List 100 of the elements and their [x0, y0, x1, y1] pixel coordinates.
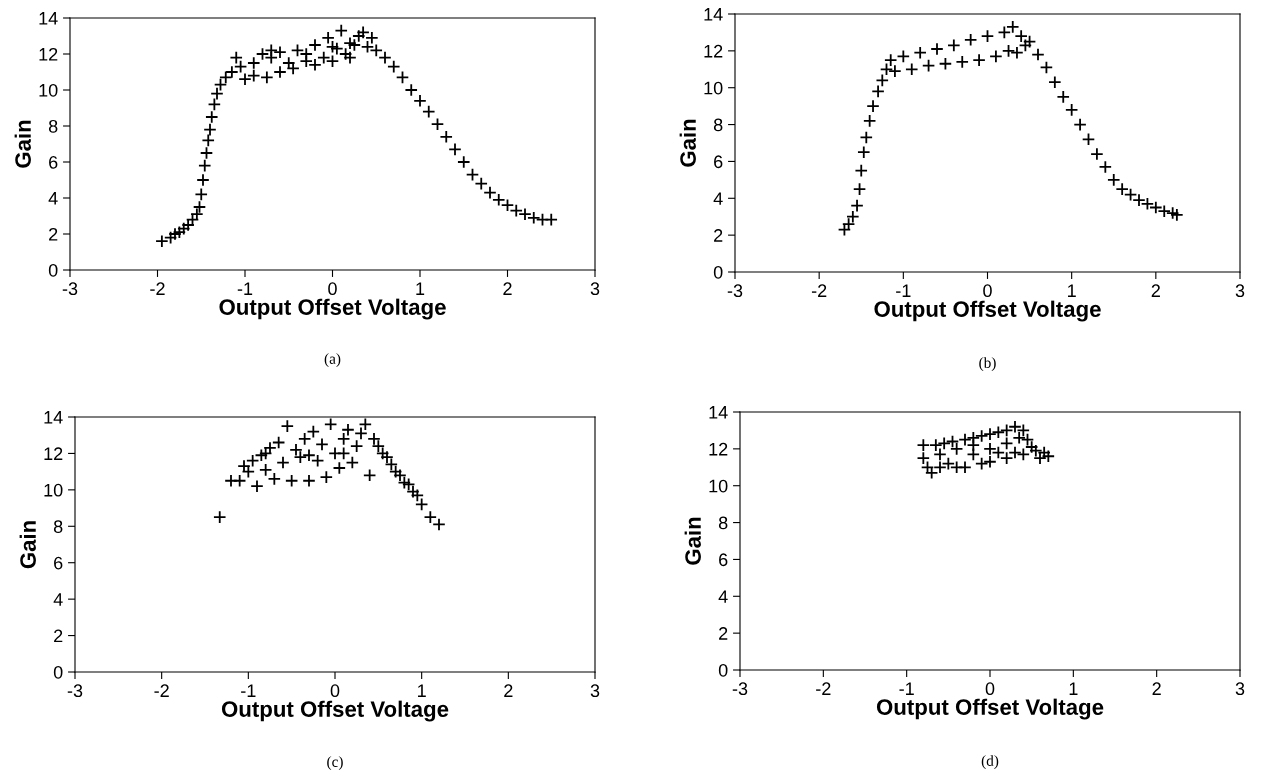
- y-tick-label: 0: [53, 665, 63, 679]
- point: [974, 429, 989, 443]
- point: [302, 474, 316, 488]
- y-tick-label: 12: [704, 44, 723, 58]
- point: [432, 517, 446, 532]
- point: [332, 461, 347, 475]
- point: [1107, 173, 1121, 187]
- point: [866, 99, 880, 113]
- point: [380, 450, 394, 464]
- point: [1014, 29, 1028, 43]
- point: [1031, 47, 1045, 62]
- y-tick-label: 0: [718, 663, 728, 677]
- point: [1041, 449, 1056, 463]
- x-tick-label: 2: [503, 282, 512, 295]
- point: [213, 510, 227, 524]
- point: [945, 434, 960, 449]
- point: [384, 457, 399, 472]
- point: [1149, 200, 1163, 215]
- point: [1157, 204, 1171, 218]
- point: [896, 49, 911, 64]
- x-axis-title: Output Offset Voltage: [876, 698, 1104, 720]
- y-tick-label: 4: [53, 593, 63, 606]
- x-axis-title: Output Offset Voltage: [874, 300, 1101, 322]
- x-axis-title: Output Offset Voltage: [219, 298, 446, 320]
- x-tick-label: -2: [154, 684, 169, 697]
- point: [371, 439, 386, 453]
- point: [888, 64, 902, 78]
- y-tick-label: 6: [719, 553, 728, 567]
- point: [974, 456, 989, 471]
- point: [258, 463, 273, 477]
- y-tick-label: 2: [714, 229, 723, 242]
- point: [362, 468, 377, 483]
- x-tick-label: 3: [1235, 284, 1245, 298]
- point: [972, 53, 986, 67]
- y-tick-label: 8: [713, 118, 723, 132]
- y-tick-label: 14: [44, 411, 63, 424]
- y-tick-label: 10: [709, 479, 728, 493]
- point: [423, 510, 438, 524]
- point: [250, 479, 264, 493]
- y-tick-label: 8: [48, 119, 58, 133]
- y-tick-label: 12: [44, 447, 63, 460]
- point: [857, 145, 871, 159]
- point: [991, 445, 1006, 460]
- point: [930, 42, 944, 56]
- x-tick-label: -2: [811, 284, 827, 297]
- y-tick-label: 8: [53, 520, 63, 534]
- point: [1115, 182, 1129, 196]
- point: [1022, 34, 1037, 49]
- x-tick-label: 1: [1069, 682, 1078, 695]
- point: [293, 450, 308, 464]
- point: [1001, 44, 1016, 58]
- y-tick-label: 10: [44, 483, 63, 497]
- point: [1140, 197, 1155, 211]
- point: [989, 49, 1003, 64]
- point: [1020, 432, 1035, 447]
- point: [1170, 208, 1184, 222]
- point: [913, 45, 927, 60]
- y-tick-label: 4: [713, 192, 723, 205]
- point: [1090, 147, 1104, 161]
- y-axis-title: Gain: [679, 119, 696, 167]
- point: [983, 427, 997, 441]
- text: (c): [327, 756, 343, 771]
- point: [862, 114, 877, 128]
- point: [955, 55, 969, 69]
- x-tick-label: 0: [985, 682, 995, 696]
- point: [1029, 443, 1043, 458]
- point: [916, 438, 931, 452]
- y-axis-title: Gain: [19, 521, 36, 569]
- y-tick-label: 8: [718, 516, 728, 530]
- point: [1098, 160, 1113, 174]
- x-tick-label: 0: [983, 284, 992, 298]
- point: [1073, 117, 1087, 132]
- y-tick-label: 2: [49, 227, 58, 241]
- y-axis-title: Gain: [684, 517, 701, 565]
- point: [276, 455, 290, 470]
- point: [949, 442, 964, 456]
- y-tick-label: 0: [48, 263, 58, 277]
- x-tick-label: -1: [899, 682, 914, 695]
- x-tick-label: -3: [67, 684, 83, 698]
- point: [1056, 90, 1070, 104]
- point: [1123, 187, 1138, 202]
- text: (d): [981, 755, 999, 769]
- x-tick-label: 3: [590, 684, 600, 698]
- point: [983, 442, 997, 456]
- point: [905, 62, 919, 77]
- x-tick-label: -3: [732, 682, 748, 696]
- point: [958, 460, 972, 475]
- point: [367, 432, 381, 446]
- x-tick-label: -2: [150, 282, 165, 295]
- text: (b): [979, 357, 996, 371]
- point: [310, 453, 325, 468]
- y-tick-label: 14: [704, 8, 723, 21]
- point: [999, 436, 1014, 451]
- x-tick-label: -3: [727, 284, 743, 298]
- y-tick-label: 12: [709, 442, 728, 456]
- y-axis-title: Gain: [14, 120, 31, 168]
- point: [401, 477, 416, 492]
- x-tick-label: 0: [330, 684, 340, 698]
- point: [1064, 103, 1079, 117]
- point: [241, 464, 256, 479]
